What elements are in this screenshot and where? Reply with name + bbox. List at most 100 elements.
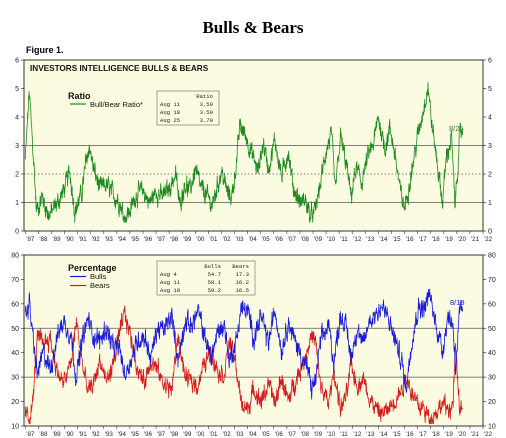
panel1-x-tick-label: '07	[288, 236, 297, 243]
panel2-y-tick-label-left: 20	[11, 399, 19, 406]
percentage-table-row-value: 16.2	[236, 279, 249, 286]
panel2-x-tick-label: '08	[301, 431, 310, 438]
panel2-x-tick-label: '96	[144, 431, 153, 438]
panel1-y-tick-label-left: 3	[15, 143, 19, 150]
panel1-x-tick-label: '88	[39, 236, 48, 243]
panel1-x-tick-label: '20	[458, 236, 467, 243]
panel1-x-tick-label: '02	[222, 236, 231, 243]
panel2-y-tick-label-left: 40	[11, 350, 19, 357]
percentage-table-row-value: 59.2	[208, 287, 221, 294]
percentage-legend-title: Percentage	[68, 263, 117, 273]
panel2-frame	[23, 254, 484, 427]
panel1-x-tick-label: '87	[26, 236, 35, 243]
panel1-x-tick-label: '12	[353, 236, 362, 243]
panel1-x-tick-label: '09	[314, 236, 323, 243]
panel2-x-tick-label: '12	[353, 431, 362, 438]
panel1-y-tick-label-left: 1	[15, 200, 19, 207]
panel2-x-tick-label: '00	[196, 431, 205, 438]
panel1-frame	[23, 59, 484, 232]
panel1-x-tick-label: '16	[406, 236, 415, 243]
panel2-y-tick-label-right: 30	[488, 375, 496, 382]
panel1-x-tick-label: '01	[209, 236, 218, 243]
panel1-x-tick-label: '15	[392, 236, 401, 243]
panel1-y-tick-label-right: 6	[488, 58, 492, 65]
panel1-y-tick-label-right: 0	[488, 229, 492, 236]
panel1-x-tick-label: '22	[484, 236, 493, 243]
percentage-table-row-value: 16.5	[236, 287, 249, 294]
panel1-x-tick-label: '93	[105, 236, 114, 243]
panel2-x-tick-label: '97	[157, 431, 166, 438]
panel2-x-tick-label: '02	[222, 431, 231, 438]
ratio-table-row-value: 3.59	[200, 101, 213, 108]
panel1-x-tick-label: '91	[79, 236, 88, 243]
panel1-x-tick-label: '21	[471, 236, 480, 243]
panel1-x-tick-label: '17	[419, 236, 428, 243]
panel2-x-tick-label: '93	[105, 431, 114, 438]
percentage-legend-label: Bulls	[90, 272, 107, 281]
ratio-legend-title: Ratio	[68, 91, 91, 101]
panel1-y-tick-label-left: 2	[15, 172, 19, 179]
panel2-y-tick-label-right: 40	[488, 350, 496, 357]
percentage-table-row-date: Aug 4	[160, 271, 177, 278]
panel1-y-tick-label-right: 2	[488, 172, 492, 179]
panel1-x-tick-label: '94	[118, 236, 127, 243]
panel1-y-tick-label-left: 4	[15, 115, 19, 122]
panel2-x-tick-label: '06	[275, 431, 284, 438]
panel2-x-tick-label: '22	[484, 431, 493, 438]
panel1-x-tick-label: '10	[327, 236, 336, 243]
panel2-x-tick-label: '19	[445, 431, 454, 438]
panel2-x-tick-label: '01	[209, 431, 218, 438]
panel2-x-tick-label: '09	[314, 431, 323, 438]
panel2-x-tick-label: '14	[379, 431, 388, 438]
panel2-y-tick-label-left: 80	[11, 253, 19, 260]
panel2-x-tick-label: '88	[39, 431, 48, 438]
panel2-x-tick-label: '04	[249, 431, 258, 438]
panel2-y-tick-label-right: 10	[488, 424, 496, 431]
panel1-x-tick-label: '00	[196, 236, 205, 243]
ratio-legend-label: Bull/Bear Ratio*	[90, 100, 143, 109]
panel1-x-tick-label: '04	[249, 236, 258, 243]
panel2-x-tick-label: '05	[262, 431, 271, 438]
panel2-y-tick-label-right: 60	[488, 301, 496, 308]
panel2-y-tick-label-left: 10	[11, 424, 19, 431]
panel2-x-tick-label: '87	[26, 431, 35, 438]
panel2-x-tick-label: '94	[118, 431, 127, 438]
bears-series-line	[24, 305, 463, 424]
percentage-table-row-date: Aug 11	[160, 279, 181, 286]
panel2-x-tick-label: '91	[79, 431, 88, 438]
panel2-x-tick-label: '15	[392, 431, 401, 438]
ratio-table-header: Ratio	[196, 93, 213, 100]
ratio-series-line	[24, 82, 463, 223]
panel1-x-tick-label: '99	[183, 236, 192, 243]
panel2-x-tick-label: '99	[183, 431, 192, 438]
panel1-x-tick-label: '18	[432, 236, 441, 243]
panel1-x-tick-label: '03	[236, 236, 245, 243]
ratio-table-row-date: Aug 18	[160, 109, 180, 116]
percentage-table-header: Bears	[232, 263, 249, 270]
panel1-x-tick-label: '05	[262, 236, 271, 243]
percentage-table-row-date: Aug 18	[160, 287, 180, 294]
panel1-y-tick-label-left: 0	[15, 229, 19, 236]
percentage-table-header: Bulls	[204, 263, 221, 270]
panel2-x-tick-label: '90	[66, 431, 75, 438]
percentage-legend-label: Bears	[90, 281, 110, 290]
panel1-x-tick-label: '98	[170, 236, 179, 243]
ratio-table-row-value: 3.59	[200, 109, 213, 116]
panel2-x-tick-label: '89	[52, 431, 61, 438]
panel2-x-tick-label: '16	[406, 431, 415, 438]
panel2-x-tick-label: '07	[288, 431, 297, 438]
ratio-table-row-date: Aug 11	[160, 101, 181, 108]
ratio-chart-title: INVESTORS INTELLIGENCE BULLS & BEARS	[30, 64, 209, 73]
panel1-x-tick-label: '95	[131, 236, 140, 243]
panel1-x-tick-label: '90	[66, 236, 75, 243]
panel2-y-tick-label-right: 70	[488, 277, 496, 284]
ratio-table-box	[156, 90, 220, 126]
panel1-x-tick-label: '97	[157, 236, 166, 243]
panel1-x-tick-label: '89	[52, 236, 61, 243]
panel1-x-tick-label: '08	[301, 236, 310, 243]
ratio-table-row-date: Aug 25	[160, 117, 180, 124]
panel2-x-tick-label: '03	[236, 431, 245, 438]
panel2-x-tick-label: '10	[327, 431, 336, 438]
panel2-y-tick-label-right: 20	[488, 399, 496, 406]
